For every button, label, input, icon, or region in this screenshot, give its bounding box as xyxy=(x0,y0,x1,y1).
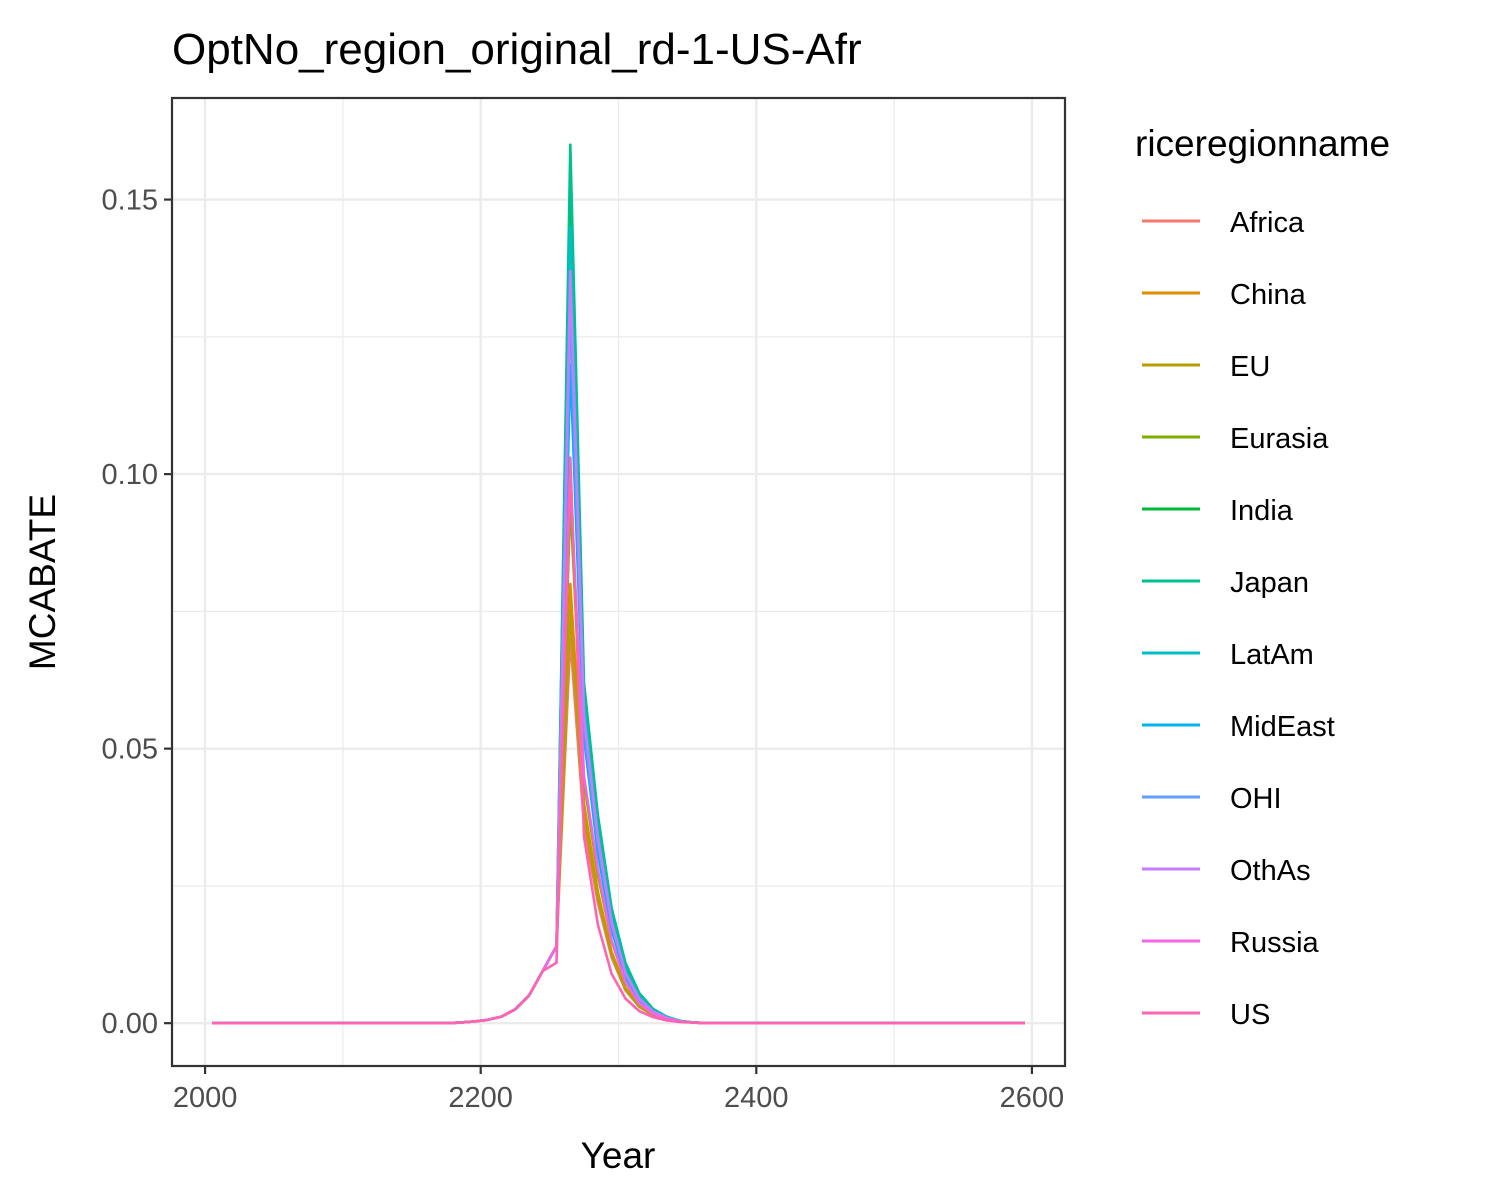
x-tick-label: 2000 xyxy=(173,1082,238,1114)
legend-label-china: China xyxy=(1230,279,1307,311)
legend-label-ohi: OHI xyxy=(1230,783,1282,815)
legend-label-eu: EU xyxy=(1230,351,1270,383)
chart-title: OptNo_region_original_rd-1-US-Afr xyxy=(172,25,862,74)
y-axis: 0.00 0.05 0.10 0.15 xyxy=(102,185,172,1040)
y-tick-label: 0.05 xyxy=(102,734,158,766)
legend-label-india: India xyxy=(1230,495,1294,527)
y-tick-label: 0.00 xyxy=(102,1008,158,1040)
legend-title: riceregionname xyxy=(1135,123,1390,164)
legend-label-russia: Russia xyxy=(1230,927,1320,959)
legend-label-africa: Africa xyxy=(1230,207,1305,239)
legend-label-othas: OthAs xyxy=(1230,855,1311,887)
plot-panel xyxy=(170,96,1067,1068)
legend-label-latam: LatAm xyxy=(1230,639,1314,671)
series-lines xyxy=(212,143,1025,1025)
y-tick-label: 0.15 xyxy=(102,185,158,217)
x-tick-label: 2400 xyxy=(724,1082,789,1114)
x-axis: 2000 2200 2400 2600 xyxy=(173,1066,1064,1114)
legend-label-mideast: MidEast xyxy=(1230,711,1335,743)
y-tick-label: 0.10 xyxy=(102,459,158,491)
legend: riceregionname Africa China EU Eurasia India… xyxy=(1135,123,1390,1031)
legend-label-eurasia: Eurasia xyxy=(1230,423,1329,455)
plot-border xyxy=(170,96,1067,1068)
y-axis-title: MCABATE xyxy=(22,494,63,670)
legend-items: Africa China EU Eurasia India Japan LatAm MidEa… xyxy=(1142,207,1335,1031)
series-line-us xyxy=(212,456,1025,1025)
x-tick-label: 2600 xyxy=(1000,1082,1065,1114)
x-tick-label: 2200 xyxy=(448,1082,513,1114)
legend-label-us: US xyxy=(1230,999,1270,1031)
legend-label-japan: Japan xyxy=(1230,567,1309,599)
x-axis-title: Year xyxy=(581,1135,656,1176)
